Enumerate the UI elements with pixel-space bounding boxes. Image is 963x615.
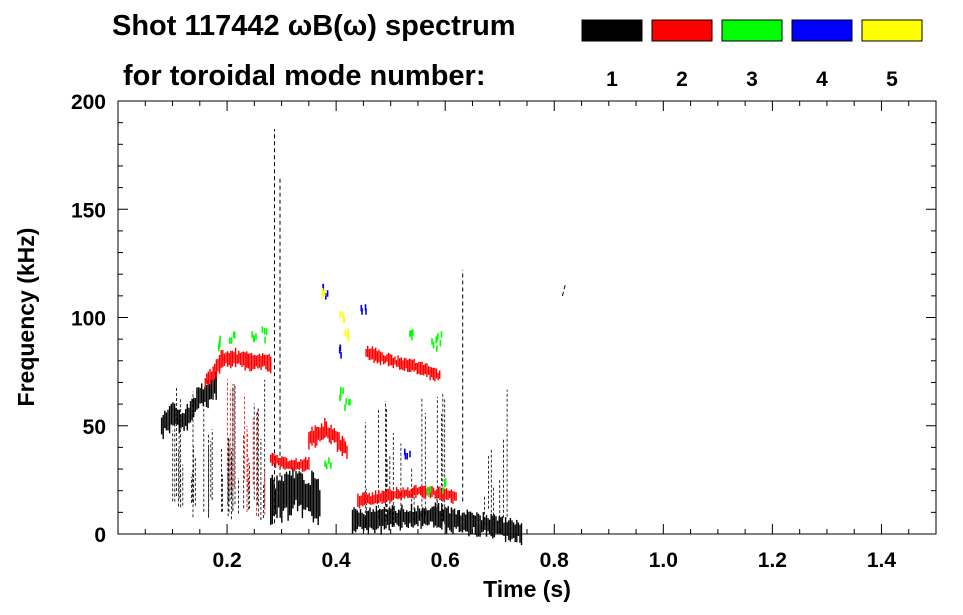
mode-4-blobs-17: [322, 283, 411, 460]
mode-2-band-10: [270, 452, 310, 472]
x-tick-label: 0.4: [322, 549, 352, 572]
y-axis-label: Frequency (kHz): [13, 228, 39, 407]
x-tick-label: 0.8: [540, 549, 570, 572]
legend-label-mode-1: 1: [606, 68, 618, 91]
mode-5-blobs-18: [321, 288, 350, 342]
mode-2-streaks-14: [226, 379, 266, 516]
legend-label-mode-3: 3: [746, 68, 758, 91]
mode-2-band-9: [204, 347, 272, 388]
legend-swatch-mode-1: [581, 19, 643, 42]
mode-1-streaks-3: [172, 379, 266, 520]
axis-ticks: 0.2 0.4 0.6 0.8 1.0 1.2 1.4 0 50 100 150 200: [71, 91, 936, 572]
x-tick-label: 1.4: [867, 549, 897, 572]
chart-title-line2: for toroidal mode number:: [123, 60, 486, 92]
mode-1-band-1: [270, 466, 321, 525]
legend-swatch-mode-5: [861, 19, 923, 42]
legend-label-mode-4: 4: [816, 68, 828, 91]
y-tick-label: 150: [71, 199, 106, 222]
chart-title-line1: Shot 117442 ωB(ω) spectrum: [112, 10, 516, 42]
mode-3-blobs-15: [218, 326, 443, 411]
plot-area: [160, 129, 566, 546]
x-tick-label: 0.2: [212, 549, 241, 572]
plot-frame: [117, 100, 937, 535]
x-axis-label: Time (s): [483, 576, 571, 602]
y-tick-label: 50: [83, 416, 106, 439]
mode-2-band-12: [365, 345, 441, 382]
y-tick-label: 100: [71, 308, 106, 331]
x-tick-label: 1.2: [758, 549, 787, 572]
mode-2-band-11: [308, 417, 348, 459]
legend-swatch-mode-3: [721, 19, 783, 42]
y-tick-label: 200: [71, 91, 106, 114]
mode-1-line-8: [561, 284, 566, 297]
legend: 1 2 3 4 5: [581, 19, 923, 91]
legend-swatch-mode-4: [791, 19, 853, 42]
mode-1-streaks-4: [364, 389, 508, 527]
legend-swatch-mode-2: [651, 19, 713, 42]
mode-3-blobs-16: [324, 457, 447, 497]
legend-label-mode-5: 5: [886, 68, 898, 91]
x-tick-label: 1.0: [649, 549, 678, 572]
legend-label-mode-2: 2: [676, 68, 688, 91]
x-tick-label: 0.6: [431, 549, 460, 572]
y-tick-label: 0: [94, 524, 106, 547]
